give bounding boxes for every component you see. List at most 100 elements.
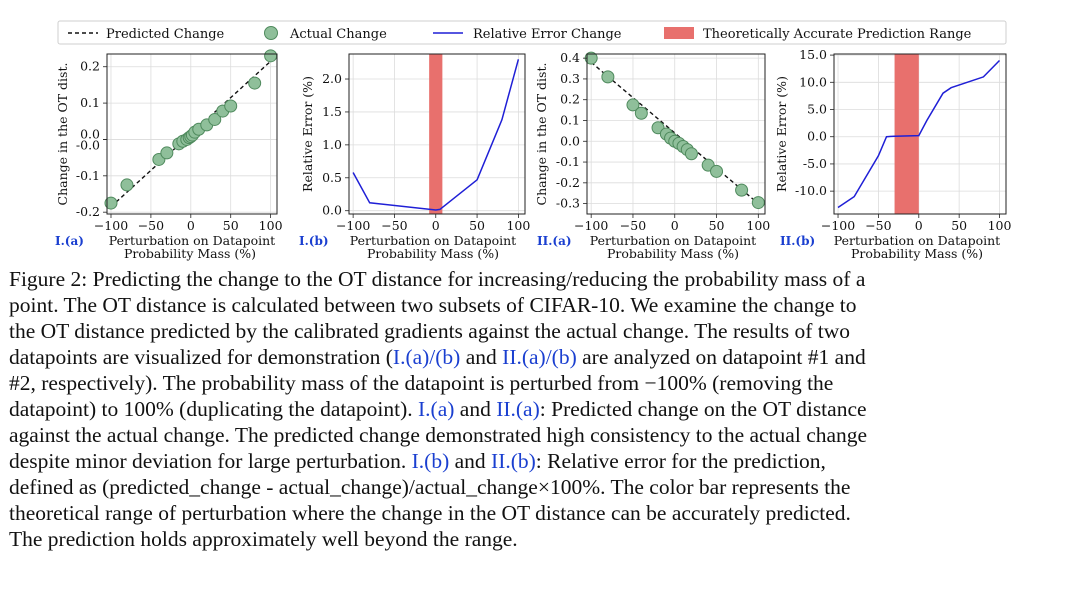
caption-line: defined as (predicted_change - actual_ch… [9,474,1071,500]
panel-IIa-actual-point [751,196,765,210]
caption-text: #2, respectively). The probability mass … [9,371,834,395]
caption-text: against the actual change. The predicted… [9,423,868,447]
panel-Ia-ticks: −100 −50 0 50 100 -0.2 -0.1 -0.00.0 0.1 0.2 [76,59,283,233]
caption-text: and [449,449,492,473]
panel-Ib-id: I.(b) [299,234,329,248]
caption-panel-link[interactable]: I.(a)/(b) [392,345,461,369]
panel-IIb-ytick-label: 15.0 [799,47,827,62]
panel-Ia: −100 −50 0 50 100 -0.2 -0.1 -0.00.0 0.1 0.2 Chang… [55,49,283,261]
panel-Ia-actual-point [208,112,222,126]
panel-Ia-actual-point [248,76,262,90]
panel-IIb-xtick-label: −100 [821,218,855,233]
panel-Ia-xtick-label: −50 [138,218,164,233]
legend-range-swatch [664,27,694,39]
caption-line: point. The OT distance is calculated bet… [9,292,1071,318]
legend-predicted-label: Predicted Change [106,27,225,42]
caption-text: datapoints are visualized for demonstrat… [9,345,393,369]
panel-IIa-predicted-line [590,61,759,205]
panel-IIa-frame [586,53,766,215]
panel-IIa-id: II.(a) [537,234,572,248]
caption-text: The prediction holds approximately well … [9,527,518,551]
panel-IIa-ytick-label: -0.2 [556,175,580,190]
panel-IIb-xtick-label: −50 [865,218,891,233]
legend-actual-swatch [264,26,278,40]
panel-Ia-actual-point [264,49,278,63]
panel-Ia-xlabel-line2: Probability Mass (%) [124,246,256,261]
panel-IIa-actual-point [626,98,640,112]
panel-Ia-xtick-label: 0 [187,218,195,233]
panel-IIa-xtick-label: 0 [671,218,679,233]
panel-IIb: −100 −50 0 50 100 -10.0 -5.0 0.0 5.0 10.0 15.0 Rel… [774,47,1012,261]
panel-IIb-ticks: −100 −50 0 50 100 -10.0 -5.0 0.0 5.0 10.0 15.0 [795,47,1012,233]
legend-box [57,20,1007,45]
panel-Ib-ytick-label: 1.0 [322,137,342,152]
panel-Ib-ytick-label: 0.0 [322,203,342,218]
panel-Ia-ytick-label: -0.2 [76,204,100,219]
caption-text: point. The OT distance is calculated bet… [9,293,857,317]
panel-Ib-xtick-label: 0 [432,218,440,233]
caption-panel-link[interactable]: II.(a) [496,397,540,421]
caption-line: datapoints are visualized for demonstrat… [9,344,1071,370]
panel-Ib-accurate-range [429,54,443,214]
caption-text: theoretical range of perturbation where … [9,501,851,525]
panel-IIa-actual-point [735,183,749,197]
panel-IIb-ytick-label: 5.0 [807,102,827,117]
panel-IIa-grid [587,54,765,214]
panel-IIb-xlabel-line2: Probability Mass (%) [851,246,983,261]
caption-panel-link[interactable]: I.(b) [411,449,450,473]
caption-panel-link[interactable]: II.(b) [491,449,536,473]
panel-IIb-id: II.(b) [780,234,815,248]
panel-Ia-xlabel-text: Perturbation on Datapoint [109,233,275,248]
panel-Ia-marks [104,49,278,210]
caption-line: #2, respectively). The probability mass … [9,370,1071,396]
panel-IIb-xlabel-line1: Perturbation on Datapoint [834,233,1000,248]
panel-IIa-ylabel: Change in the OT dist. [534,63,549,206]
panel-Ib-xtick-label: 50 [469,218,485,233]
panel-Ib-ticks: −100 −50 0 50 100 0.0 0.5 1.0 1.5 2.0 [322,71,530,233]
panel-Ia-actual-point [160,146,174,160]
caption-line: datapoint) to 100% (duplicating the data… [9,396,1071,422]
panel-IIa-ytick-label: -0.3 [556,196,580,211]
figure: Predicted Change Actual Change Relative … [55,20,1012,261]
panel-Ib-error-line [352,59,520,211]
legend-range-label: Theoretically Accurate Prediction Range [703,27,972,42]
panel-IIa-ytick-label: 0.1 [560,112,580,127]
legend-actual-label: Actual Change [289,27,387,42]
panel-Ib-frame [348,53,526,215]
panel-Ib-xlabel-line2: Probability Mass (%) [367,246,499,261]
caption-panel-link[interactable]: I.(a) [418,397,455,421]
panel-IIa-ytick-label: 0.0 [560,133,580,148]
panel-Ib-ylabel: Relative Error (%) [300,76,315,192]
panel-Ia-ytick-label: 0.2 [80,59,100,74]
panel-IIa-xlabel-line1: Perturbation on Datapoint [590,233,756,248]
caption-panel-link[interactable]: II.(a)/(b) [502,345,577,369]
panel-Ib-xtick-label: −100 [336,218,370,233]
panel-Ib-xtick-label: 100 [506,218,530,233]
panel-Ia-xtick-label: 50 [223,218,239,233]
panel-Ia-ytick-label: -0.0 [76,137,100,152]
panel-Ia-ytick-label: 0.0 [80,126,100,141]
caption-text: and [460,345,503,369]
caption-text: and [454,397,497,421]
panel-Ia-ytick-label: 0.1 [80,95,100,110]
caption-text: : Predicted change on the OT distance [539,397,867,421]
panel-IIb-ylabel: Relative Error (%) [774,76,789,192]
panel-Ia-xtick-label: −100 [94,218,128,233]
panel-IIa-ytick-label: 0.2 [560,92,580,107]
panel-Ib-ytick-label: 1.5 [322,104,342,119]
panel-Ia-actual-point [120,178,134,192]
panel-IIb-error-line [837,59,1001,209]
panel-IIa-xtick-label: −50 [620,218,646,233]
caption-line: The prediction holds approximately well … [9,526,1071,552]
panel-IIb-xtick-label: 0 [915,218,923,233]
panel-IIa-xtick-label: −100 [574,218,608,233]
panel-Ib: −100 −50 0 50 100 0.0 0.5 1.0 1.5 2.0 Relative Er… [299,53,530,261]
panel-IIa-actual-point [684,147,698,161]
panel-IIb-frame [833,53,1007,215]
panel-IIb-marks [837,54,1001,214]
panel-Ia-ytick-label: -0.1 [76,168,100,183]
caption-line: the OT distance predicted by the calibra… [9,318,1071,344]
panel-IIb-xtick-label: 100 [988,218,1012,233]
caption-line: theoretical range of perturbation where … [9,500,1071,526]
panel-IIa-actual-point [634,106,648,120]
